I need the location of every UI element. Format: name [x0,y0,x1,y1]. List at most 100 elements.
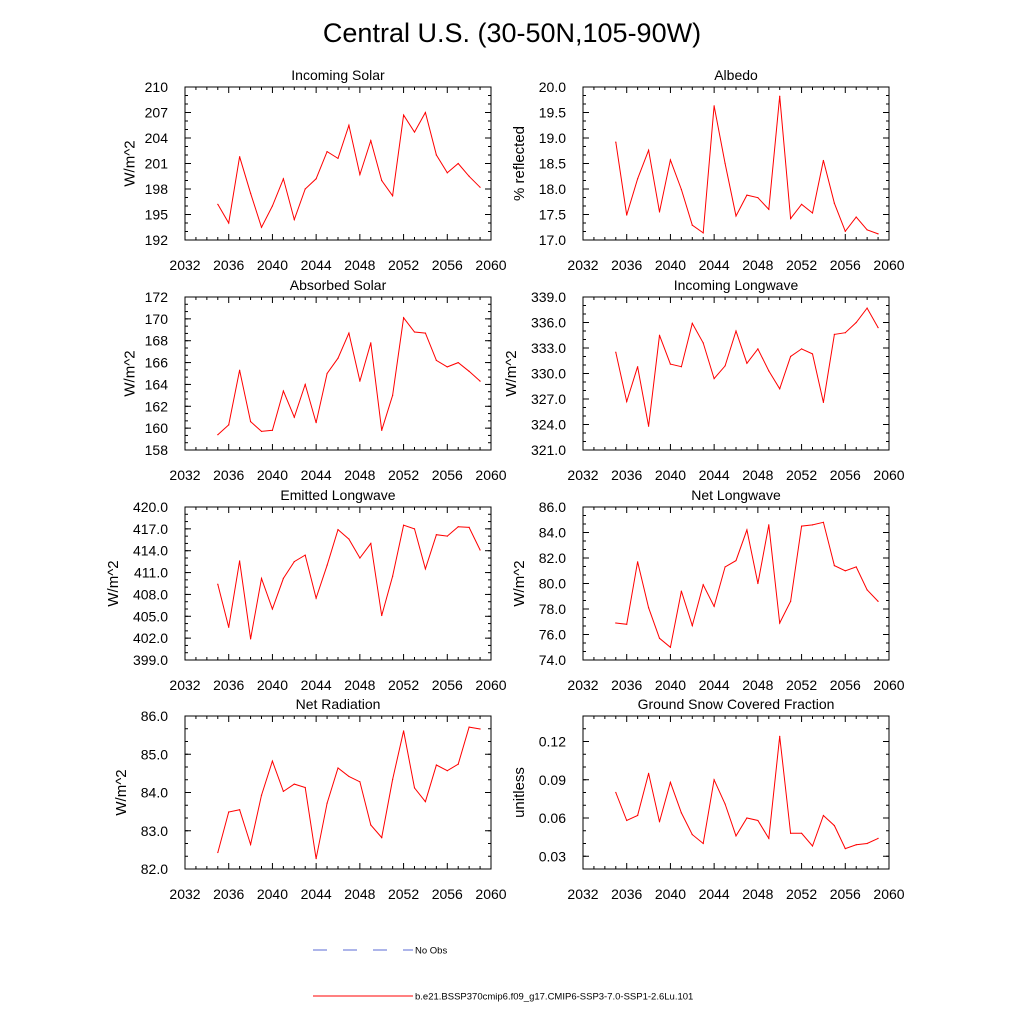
data-point [844,848,846,850]
data-point [424,111,427,114]
y-tick-label: 86.0 [141,708,168,724]
data-point [702,342,704,344]
x-tick-label: 2060 [873,886,904,902]
data-point [402,524,405,526]
data-point [844,332,846,334]
x-tick-label: 2032 [567,886,598,902]
series-line [615,521,879,649]
x-tick-label: 2052 [388,886,419,902]
data-point [735,215,737,217]
data-point [626,214,628,216]
data-point [424,332,427,334]
y-tick-label: 0.09 [539,772,566,788]
data-point [615,622,617,624]
x-tick-label: 2048 [742,677,773,693]
x-tick-label: 2036 [213,677,244,693]
data-point [326,802,328,804]
x-tick-label: 2056 [830,467,861,483]
x-tick-label: 2052 [786,677,817,693]
y-tick-label: 0.12 [539,734,566,750]
y-tick-label: 85.0 [141,746,168,762]
x-tick-label: 2040 [655,467,686,483]
data-point [304,786,306,789]
y-axis-label: W/m^2 [503,350,520,396]
data-point [446,770,448,772]
data-point [315,422,317,424]
y-tick-label: 417.0 [133,521,168,537]
data-point [658,821,661,823]
x-tick-label: 2044 [301,467,332,483]
data-point [392,195,394,197]
data-point [249,638,252,640]
legend-no-obs-label: No Obs [415,946,447,957]
data-point [658,334,661,336]
x-tick-label: 2048 [742,886,773,902]
data-point [800,832,803,834]
y-tick-label: 82.0 [141,861,168,877]
x-tick-label: 2044 [699,886,730,902]
data-point [800,525,803,527]
data-point [381,179,383,182]
data-point [647,425,650,427]
data-point [413,787,416,789]
data-point [833,825,835,827]
data-point [271,429,274,431]
x-tick-label: 2036 [611,257,642,273]
data-point [877,233,879,235]
data-point [479,549,481,551]
data-point [768,524,770,526]
data-point [228,424,230,426]
series-line [615,736,879,850]
y-tick-label: 18.5 [539,156,566,172]
data-point [669,781,672,783]
plot-frame [582,506,890,661]
data-point [637,178,639,180]
x-tick-label: 2040 [257,677,288,693]
data-point [691,322,693,324]
x-tick-label: 2032 [567,677,598,693]
data-point [669,363,672,365]
data-point [746,362,748,364]
y-tick-label: 333.0 [531,340,566,356]
y-axis-label: W/m^2 [121,140,138,186]
y-axis-label: W/m^2 [121,350,138,396]
data-point [392,394,394,396]
y-tick-label: 84.0 [539,525,566,541]
data-point [217,203,219,205]
y-tick-label: 78.0 [539,601,566,617]
data-point [239,809,241,811]
data-point [647,772,650,774]
data-point [249,420,252,423]
x-tick-label: 2060 [873,257,904,273]
data-point [691,224,693,226]
x-tick-label: 2052 [786,467,817,483]
data-point [249,843,252,846]
data-point [326,151,328,153]
series-line [217,524,481,639]
data-point [271,205,274,207]
data-point [702,842,704,845]
x-tick-label: 2036 [611,467,642,483]
data-point [315,858,317,860]
data-point [260,430,263,433]
data-point [293,561,295,563]
data-point [457,763,459,765]
y-tick-label: 210 [145,79,169,95]
y-tick-label: 83.0 [141,823,168,839]
x-tick-label: 2052 [388,467,419,483]
data-point [779,735,781,738]
x-tick-label: 2032 [567,257,598,273]
data-point [228,811,230,813]
y-tick-label: 17.5 [539,207,566,223]
panel-title: Absorbed Solar [290,277,387,293]
data-point [877,837,879,840]
x-tick-label: 2036 [611,886,642,902]
data-point [435,154,437,156]
data-point [811,845,814,847]
data-point [637,366,639,368]
y-tick-label: 82.0 [539,550,566,566]
panel-title: Incoming Solar [291,67,385,83]
x-tick-label: 2056 [830,257,861,273]
y-tick-label: 86.0 [539,499,566,515]
data-point [855,321,857,324]
